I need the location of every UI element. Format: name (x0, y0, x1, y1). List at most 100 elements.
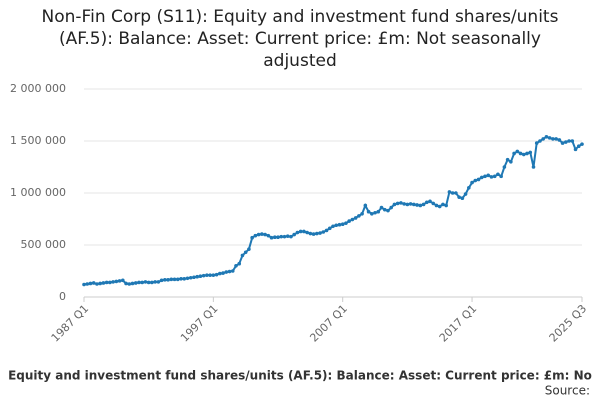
data-point (108, 280, 112, 285)
data-point (153, 280, 157, 284)
data-point (163, 278, 167, 282)
data-point (476, 177, 481, 182)
data-point (544, 135, 549, 139)
data-point (114, 279, 119, 284)
data-point (298, 229, 303, 234)
data-point (130, 281, 135, 286)
data-point (240, 253, 245, 258)
data-point (473, 178, 478, 183)
data-point (247, 247, 251, 251)
data-point (525, 151, 529, 156)
data-point (282, 234, 287, 239)
data-point (560, 141, 565, 145)
data-point (528, 150, 533, 155)
data-point (395, 201, 400, 206)
data-point (554, 137, 558, 141)
data-point (547, 136, 552, 140)
data-point (399, 201, 403, 205)
data-point (486, 173, 491, 178)
data-point (95, 282, 99, 286)
data-point (463, 192, 468, 196)
data-point (285, 234, 290, 238)
data-point (289, 234, 293, 239)
data-point (564, 140, 568, 144)
data-point (499, 174, 503, 179)
data-point (489, 175, 494, 179)
y-tick-label: 1 500 000 (10, 134, 66, 147)
data-point (408, 202, 413, 206)
data-point (101, 281, 106, 285)
data-point (269, 235, 274, 240)
data-point (121, 278, 125, 283)
data-point (531, 165, 536, 169)
data-point (382, 207, 387, 212)
data-point (467, 186, 471, 190)
data-point (567, 139, 571, 143)
data-point (337, 222, 342, 227)
data-point (230, 269, 235, 273)
data-point (534, 141, 539, 145)
data-point (441, 202, 445, 207)
data-point (479, 175, 484, 180)
x-tick-label: 1987 Q1 (49, 302, 92, 345)
data-point (363, 203, 368, 208)
data-point (347, 219, 351, 223)
data-point (98, 281, 102, 286)
data-point (470, 180, 474, 185)
data-point (318, 231, 322, 235)
data-point (159, 278, 164, 283)
data-point (541, 137, 545, 141)
data-point (454, 191, 458, 195)
data-point (263, 232, 267, 237)
data-point (418, 203, 423, 208)
data-point (166, 278, 170, 282)
data-point (392, 202, 397, 207)
data-point (483, 174, 487, 179)
data-point (360, 212, 364, 216)
data-point (295, 230, 300, 235)
data-point (379, 205, 384, 210)
y-tick-label: 2 000 000 (10, 82, 66, 95)
data-point (137, 280, 141, 285)
data-point (140, 280, 145, 285)
data-point (496, 172, 500, 177)
data-point (415, 203, 419, 207)
x-tick-label: 2025 Q3 (547, 302, 590, 345)
data-point (211, 273, 216, 277)
data-point (350, 217, 355, 222)
data-point (82, 282, 86, 287)
data-point (146, 280, 151, 285)
data-point (91, 281, 96, 285)
data-point (492, 174, 497, 179)
data-point (272, 235, 277, 239)
data-point (431, 201, 436, 206)
data-point (237, 261, 242, 266)
data-point (437, 204, 442, 209)
x-tick-label: 1997 Q1 (178, 302, 221, 345)
data-point (279, 234, 284, 239)
data-point (127, 282, 132, 286)
data-point (253, 233, 258, 238)
y-tick-label: 1 000 000 (10, 186, 66, 199)
legend-entry: Equity and investment fund shares/units … (8, 369, 592, 383)
data-point (515, 149, 520, 154)
data-point (444, 203, 448, 208)
data-point (334, 223, 339, 228)
data-point (428, 199, 432, 204)
data-point (192, 275, 196, 280)
data-point (276, 235, 280, 239)
data-point (205, 273, 209, 277)
data-point (551, 137, 555, 141)
data-point (580, 142, 584, 146)
data-point (124, 281, 128, 286)
data-point (402, 202, 406, 206)
data-point (386, 208, 390, 213)
data-point (557, 138, 562, 142)
source: Source: (545, 384, 590, 398)
data-point (331, 224, 335, 229)
data-point (502, 165, 507, 169)
data-point (340, 222, 345, 226)
data-point (88, 281, 93, 286)
data-point (460, 196, 465, 200)
y-tick-label: 0 (59, 290, 66, 303)
